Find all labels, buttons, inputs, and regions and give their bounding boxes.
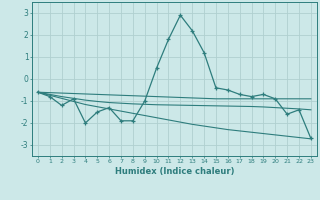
X-axis label: Humidex (Indice chaleur): Humidex (Indice chaleur): [115, 167, 234, 176]
